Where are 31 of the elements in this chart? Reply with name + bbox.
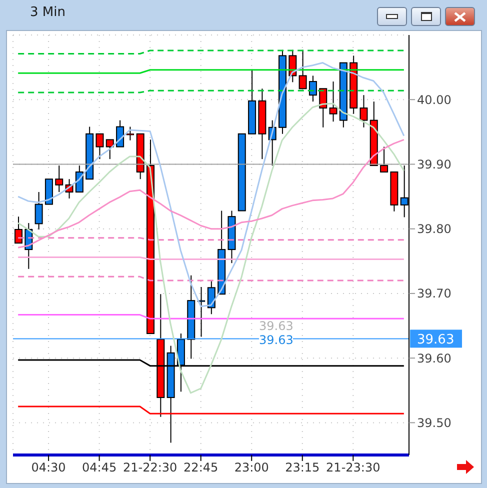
- candlestick: [308, 75, 317, 102]
- ref-line-label: 39.63: [417, 332, 454, 348]
- y-tick-label: 40.00: [417, 92, 452, 107]
- annotation: 39.63: [259, 333, 294, 347]
- y-tick-label: 39.60: [417, 351, 452, 366]
- x-tick-label: 04:45: [82, 460, 117, 475]
- candlestick: [106, 139, 114, 160]
- candlestick: [329, 81, 338, 122]
- y-tick-label: 39.80: [417, 222, 452, 236]
- y-tick-label: 39.50: [417, 416, 452, 430]
- x-tick-label: 21-23:30: [326, 460, 380, 475]
- candlestick: [14, 216, 22, 244]
- candlestick: [116, 120, 124, 148]
- candlestick: [298, 49, 307, 90]
- candlestick: [55, 165, 64, 193]
- x-tick-label: 21-22:30: [122, 460, 178, 475]
- y-tick-label: 39.70: [417, 286, 452, 301]
- candlestick: [380, 146, 388, 172]
- chart-title: 3 Min: [30, 5, 66, 20]
- candlestick: [96, 133, 104, 160]
- candlestick: [34, 192, 43, 230]
- annotation: 39.63: [259, 319, 294, 333]
- candlestick: [360, 94, 368, 128]
- x-tick-label: 04:30: [31, 460, 66, 475]
- x-tick-label: 22:45: [184, 460, 218, 475]
- y-tick-label: 39.90: [417, 157, 452, 172]
- x-tick-label: 23:15: [285, 460, 320, 475]
- candlestick: [126, 126, 134, 141]
- candlestick: [197, 286, 206, 338]
- x-tick-label: 23:00: [234, 460, 269, 475]
- candlestick: [207, 280, 216, 315]
